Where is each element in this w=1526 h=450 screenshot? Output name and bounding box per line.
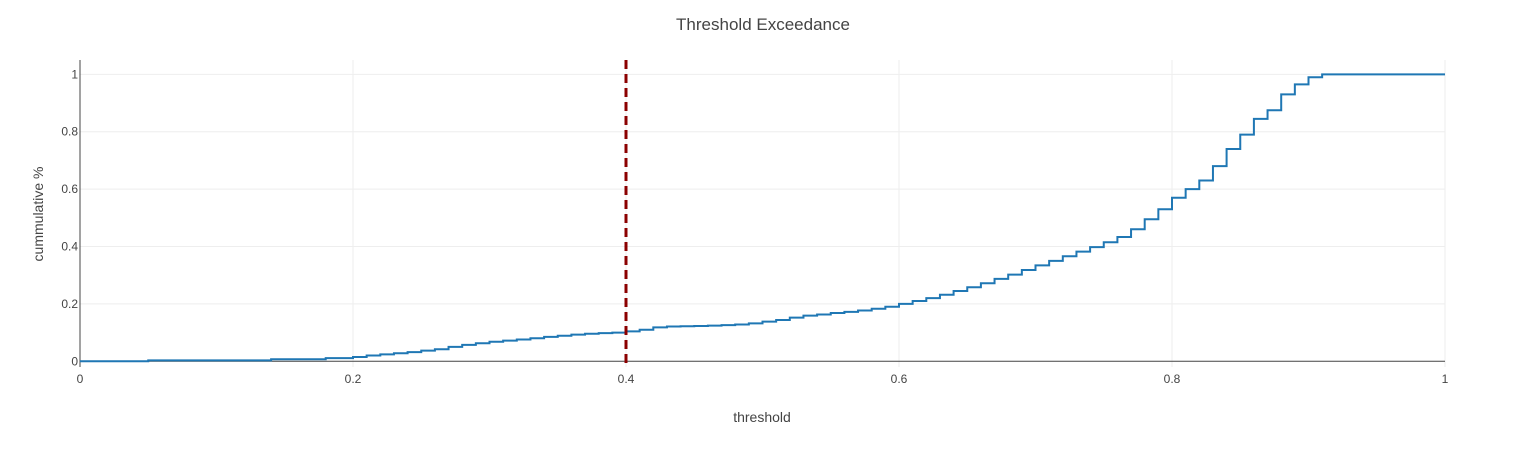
x-tick-label: 0 xyxy=(77,372,84,386)
axes xyxy=(79,60,1445,367)
chart-title: Threshold Exceedance xyxy=(676,15,850,34)
y-axis-title: cummulative % xyxy=(30,167,46,262)
x-tick-label: 1 xyxy=(1442,372,1449,386)
tick-labels: 0 0.2 0.4 0.6 0.8 1 0 0.2 0.4 0.6 0.8 1 xyxy=(61,67,1448,386)
y-tick-label: 0.2 xyxy=(61,297,78,311)
y-tick-label: 0.4 xyxy=(61,239,78,253)
y-tick-label: 0 xyxy=(71,354,78,368)
x-tick-label: 0.6 xyxy=(891,372,908,386)
cdf-step-line xyxy=(80,73,1445,363)
y-tick-label: 0.6 xyxy=(61,182,78,196)
x-tick-label: 0.2 xyxy=(345,372,362,386)
series-layer xyxy=(80,73,1445,363)
x-tick-label: 0.8 xyxy=(1164,372,1181,386)
x-axis-title: threshold xyxy=(733,409,791,425)
x-tick-label: 0.4 xyxy=(618,372,635,386)
y-tick-label: 1 xyxy=(71,67,78,81)
grid-lines xyxy=(80,60,1446,367)
y-tick-label: 0.8 xyxy=(61,125,78,139)
